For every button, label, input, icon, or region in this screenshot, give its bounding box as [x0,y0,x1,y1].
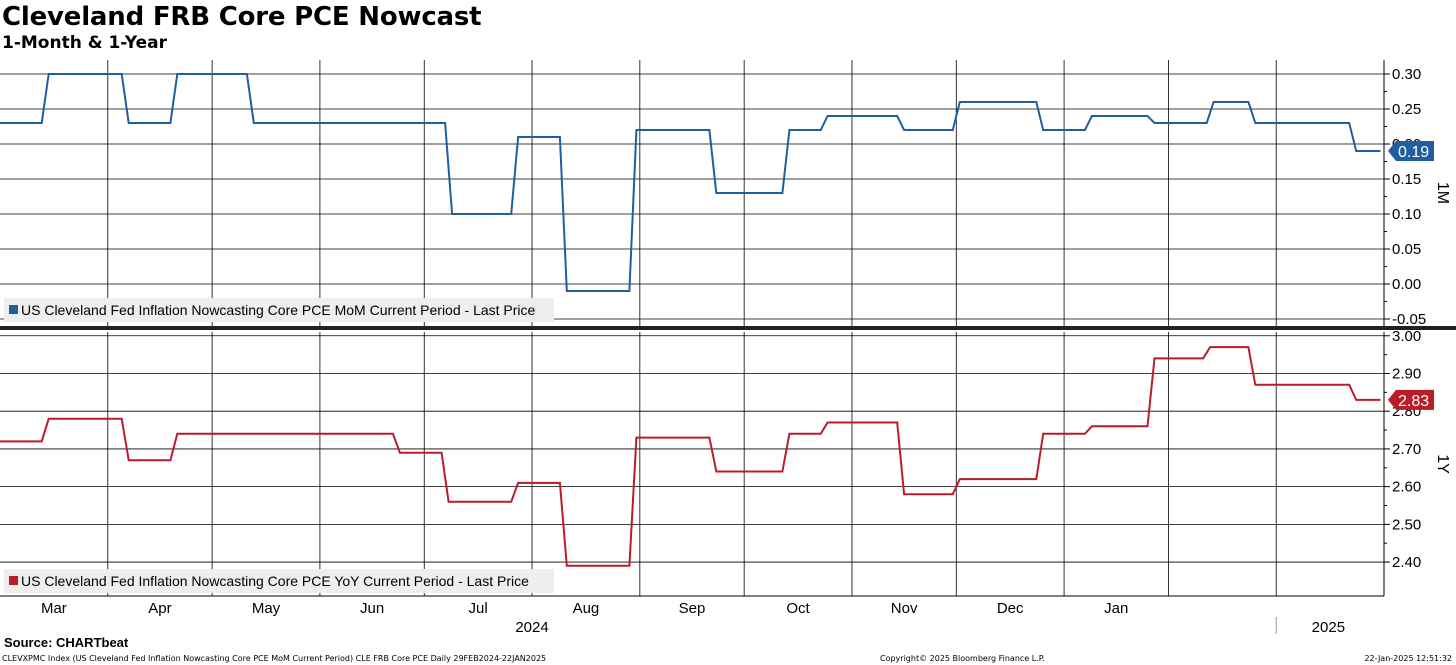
legend-yoy: US Cleveland Fed Inflation Nowcasting Co… [4,569,554,593]
y-tick-label: 3.00 [1392,328,1421,345]
footer-timestamp: 22-Jan-2025 12:51:32 [1364,654,1452,663]
x-month-label: Jan [1104,600,1128,617]
x-month-label: Jul [469,600,488,617]
x-year-label: 2025 [1312,619,1345,636]
last-value-bg [1388,141,1434,161]
y-tick-label: 0.05 [1392,241,1421,258]
chart-title: Cleveland FRB Core PCE Nowcast [2,2,482,32]
x-month-label: Dec [997,600,1024,617]
footer-series-info: CLEVXPMC Index (US Cleveland Fed Inflati… [2,654,547,663]
legend-text: US Cleveland Fed Inflation Nowcasting Co… [21,573,529,589]
mom-last-value-tag: 0.19 [1388,141,1434,161]
y-tick-label: -0.05 [1392,311,1426,328]
x-year-label: 2024 [515,619,548,636]
chart-subtitle: 1-Month & 1-Year [2,33,167,53]
yoy-last-value-tag: 2.83 [1388,389,1434,410]
mom-series-line [0,73,1381,292]
y-tick-label: 2.70 [1392,441,1421,458]
yoy-series-line [0,346,1381,567]
last-value-text: 2.83 [1398,393,1429,410]
legend-swatch [9,305,18,314]
x-month-label: Apr [148,600,171,617]
x-month-label: Mar [41,600,67,617]
legend-mom: US Cleveland Fed Inflation Nowcasting Co… [4,298,554,322]
legend-bg [4,569,554,593]
legend-text: US Cleveland Fed Inflation Nowcasting Co… [21,302,536,318]
x-month-label: Aug [573,600,600,617]
y-tick-label: 0.30 [1392,66,1421,83]
y-tick-label: 0.15 [1392,171,1421,188]
y-tick-label: 2.40 [1392,554,1421,571]
y-axis-label-1y: 1Y [1434,454,1451,474]
x-month-label: May [252,600,281,617]
footer-copyright: Copyright© 2025 Bloomberg Finance L.P. [880,654,1045,663]
y-tick-label: 2.60 [1392,479,1421,496]
x-month-label: Jun [360,600,384,617]
source-note: Source: CHARTbeat [4,635,129,650]
y-tick-label: 0.00 [1392,276,1421,293]
y-tick-label: 0.10 [1392,206,1421,223]
legend-swatch [9,576,18,585]
y-tick-label: 0.25 [1392,101,1421,118]
x-month-label: Oct [786,600,810,617]
x-month-label: Sep [679,600,706,617]
y-tick-label: 2.50 [1392,516,1421,533]
y-axis-label-1m: 1M [1434,182,1451,204]
legend-bg [4,298,554,322]
y-tick-label: 2.90 [1392,365,1421,382]
x-month-label: Nov [891,600,918,617]
last-value-text: 0.19 [1398,144,1429,161]
last-value-bg [1388,389,1434,410]
panel-separator [0,326,1456,330]
